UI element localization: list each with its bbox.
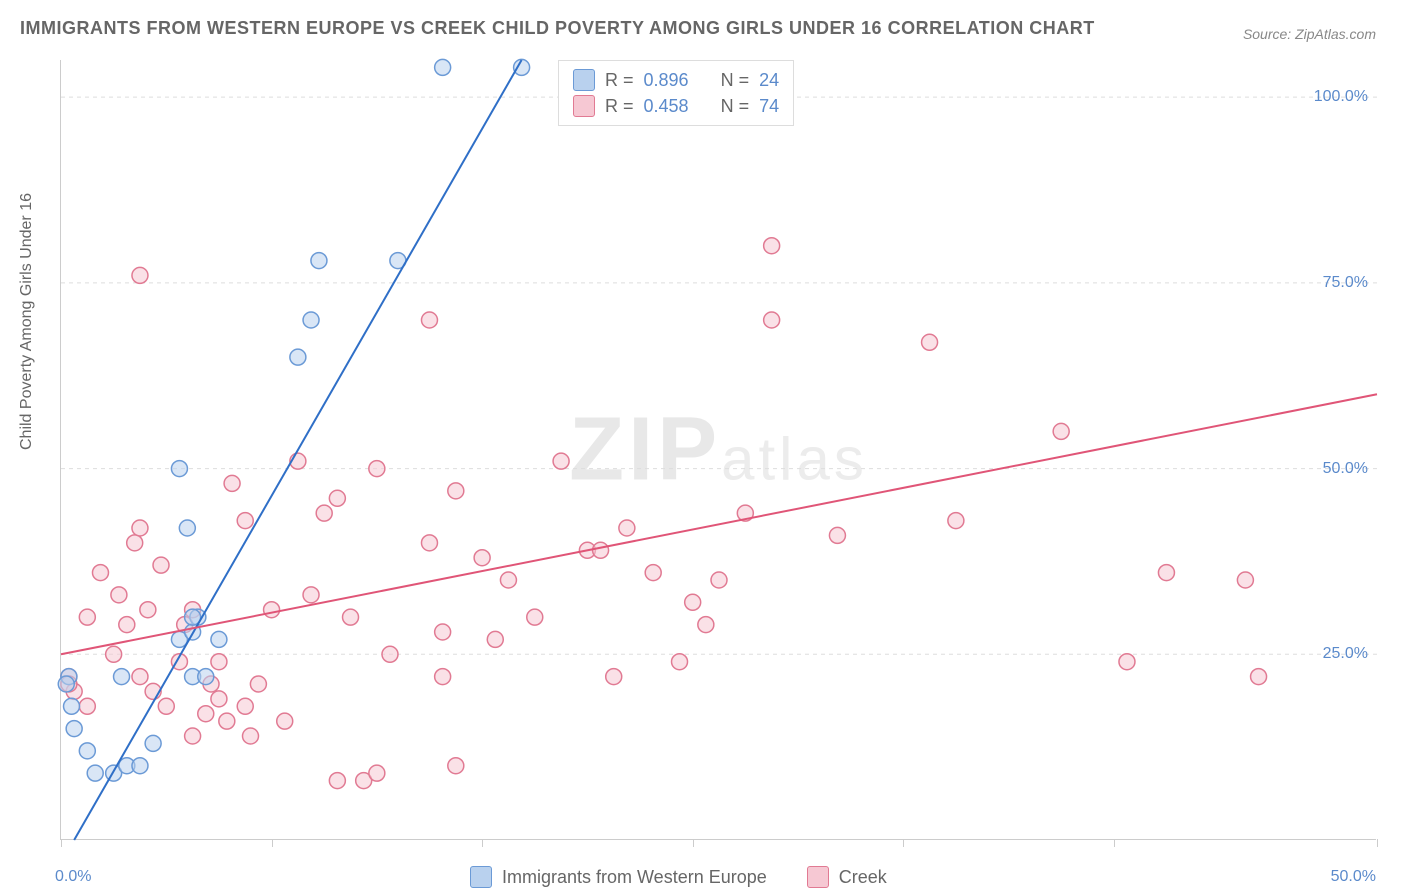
y-tick-label: 50.0% bbox=[1323, 460, 1368, 478]
swatch-a-icon bbox=[470, 866, 492, 888]
y-tick-label: 25.0% bbox=[1323, 645, 1368, 663]
swatch-a-icon bbox=[573, 69, 595, 91]
legend-label-b: Creek bbox=[839, 867, 887, 888]
r-label: R = bbox=[605, 96, 634, 117]
legend-item-b: Creek bbox=[807, 866, 887, 888]
r-label: R = bbox=[605, 70, 634, 91]
series-b-points bbox=[61, 238, 1267, 789]
trend-lines bbox=[61, 60, 1377, 840]
r-value-a: 0.896 bbox=[644, 70, 689, 91]
x-tick bbox=[482, 839, 483, 847]
plot-area: ZIPatlas 25.0%50.0%75.0%100.0% bbox=[60, 60, 1376, 840]
r-value-b: 0.458 bbox=[644, 96, 689, 117]
x-tick bbox=[272, 839, 273, 847]
n-value-b: 74 bbox=[759, 96, 779, 117]
y-tick-label: 75.0% bbox=[1323, 274, 1368, 292]
legend-row-a: R = 0.896 N = 24 bbox=[573, 67, 779, 93]
n-label: N = bbox=[721, 70, 750, 91]
y-tick-label: 100.0% bbox=[1314, 88, 1368, 106]
x-tick bbox=[1377, 839, 1378, 847]
legend-series: Immigrants from Western Europe Creek bbox=[470, 866, 887, 888]
legend-label-a: Immigrants from Western Europe bbox=[502, 867, 767, 888]
legend-item-a: Immigrants from Western Europe bbox=[470, 866, 767, 888]
chart-title: IMMIGRANTS FROM WESTERN EUROPE VS CREEK … bbox=[20, 18, 1095, 39]
legend-correlation: R = 0.896 N = 24 R = 0.458 N = 74 bbox=[558, 60, 794, 126]
x-tick bbox=[61, 839, 62, 847]
swatch-b-icon bbox=[807, 866, 829, 888]
x-tick-label-min: 0.0% bbox=[55, 868, 91, 886]
y-axis-label: Child Poverty Among Girls Under 16 bbox=[18, 193, 36, 450]
swatch-b-icon bbox=[573, 95, 595, 117]
chart-container: IMMIGRANTS FROM WESTERN EUROPE VS CREEK … bbox=[0, 0, 1406, 892]
source-credit: Source: ZipAtlas.com bbox=[1243, 26, 1376, 42]
x-tick bbox=[693, 839, 694, 847]
source-value: ZipAtlas.com bbox=[1295, 26, 1376, 42]
n-label: N = bbox=[721, 96, 750, 117]
source-label: Source: bbox=[1243, 26, 1291, 42]
legend-row-b: R = 0.458 N = 74 bbox=[573, 93, 779, 119]
x-tick-label-max: 50.0% bbox=[1331, 868, 1376, 886]
scatter-svg bbox=[61, 60, 1376, 839]
gridlines bbox=[61, 97, 1377, 654]
x-tick bbox=[903, 839, 904, 847]
x-tick bbox=[1114, 839, 1115, 847]
n-value-a: 24 bbox=[759, 70, 779, 91]
